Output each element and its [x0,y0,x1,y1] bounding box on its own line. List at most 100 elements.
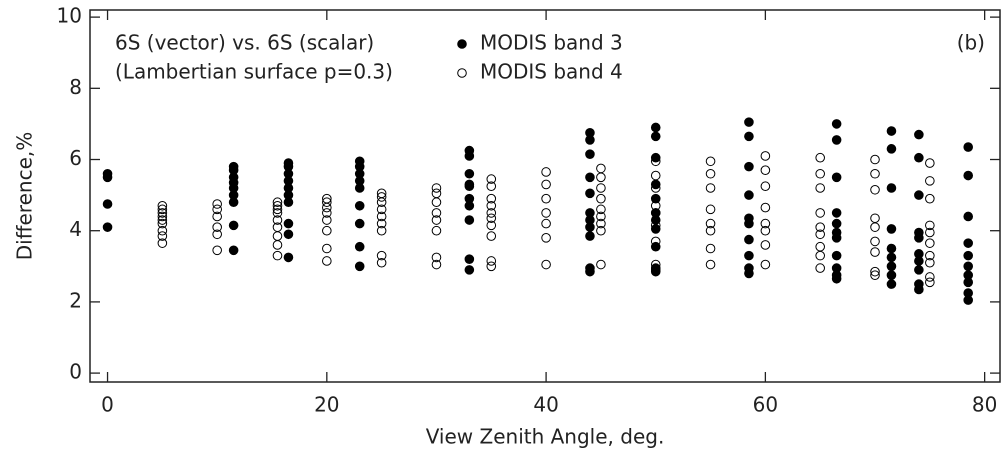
point [322,215,332,225]
y-tick-label: 8 [69,75,82,99]
point [212,211,222,222]
point [212,222,222,232]
point [272,250,283,261]
point [760,240,771,250]
point [157,238,168,248]
point [870,236,880,247]
point [831,172,842,183]
point [212,229,222,240]
point [486,193,497,204]
point [596,211,606,222]
point [486,200,497,211]
point [650,208,661,218]
point [228,245,239,256]
point [925,176,935,186]
point [596,204,606,215]
point [744,190,754,200]
point [464,265,475,275]
point [464,151,475,161]
point [322,243,332,254]
y-tick-label: 10 [57,4,82,28]
point [963,250,974,261]
point [283,229,294,240]
point [376,192,387,202]
point [354,218,365,229]
point [431,208,442,218]
y-axis-label: Difference,% [13,132,37,260]
point [585,135,595,145]
point [650,170,661,181]
point [272,215,283,225]
point [486,181,497,192]
point [541,167,551,177]
point [102,222,113,232]
point [760,225,771,236]
point [650,200,661,211]
panel-label: (b) [957,31,985,55]
point [464,181,475,192]
y-tick-label: 6 [69,146,82,170]
point [431,188,442,199]
point [914,256,924,266]
point [157,200,168,211]
point [283,252,294,263]
point [886,270,897,281]
point [815,222,825,232]
point [157,208,168,218]
point [322,225,332,236]
point [760,181,771,192]
point [760,151,771,161]
point [963,170,974,181]
point [760,259,771,270]
point [815,152,825,163]
point [744,268,754,279]
point [585,222,595,232]
point [744,117,754,127]
point [925,277,935,288]
point [541,193,551,204]
point [283,218,294,229]
point [376,225,387,236]
point [831,250,842,261]
point [596,259,606,270]
point [157,211,168,222]
point [464,215,475,225]
point [870,266,880,277]
point [322,202,332,213]
point [596,225,606,236]
point [596,172,606,183]
point [157,215,168,225]
point [354,241,365,252]
point [650,131,661,142]
point [585,231,595,241]
point [650,236,661,247]
point [886,144,897,154]
point [650,122,661,133]
point [870,213,880,224]
point [431,183,442,193]
point [925,220,935,231]
point [486,174,497,184]
point [596,183,606,193]
point [431,215,442,225]
point [376,257,387,268]
point [650,224,661,234]
point [376,197,387,208]
point [925,257,935,268]
point [541,259,551,270]
point [963,295,974,305]
x-tick-label: 20 [314,393,339,417]
point [431,225,442,236]
x-axis-label: View Zenith Angle, deg. [426,425,665,449]
point [157,225,168,236]
point [870,184,880,195]
point [870,222,880,232]
point [963,238,974,248]
point [283,197,294,208]
point [541,208,551,218]
point [705,259,716,270]
legend-marker [457,68,467,78]
point [886,279,897,289]
point [102,199,113,209]
